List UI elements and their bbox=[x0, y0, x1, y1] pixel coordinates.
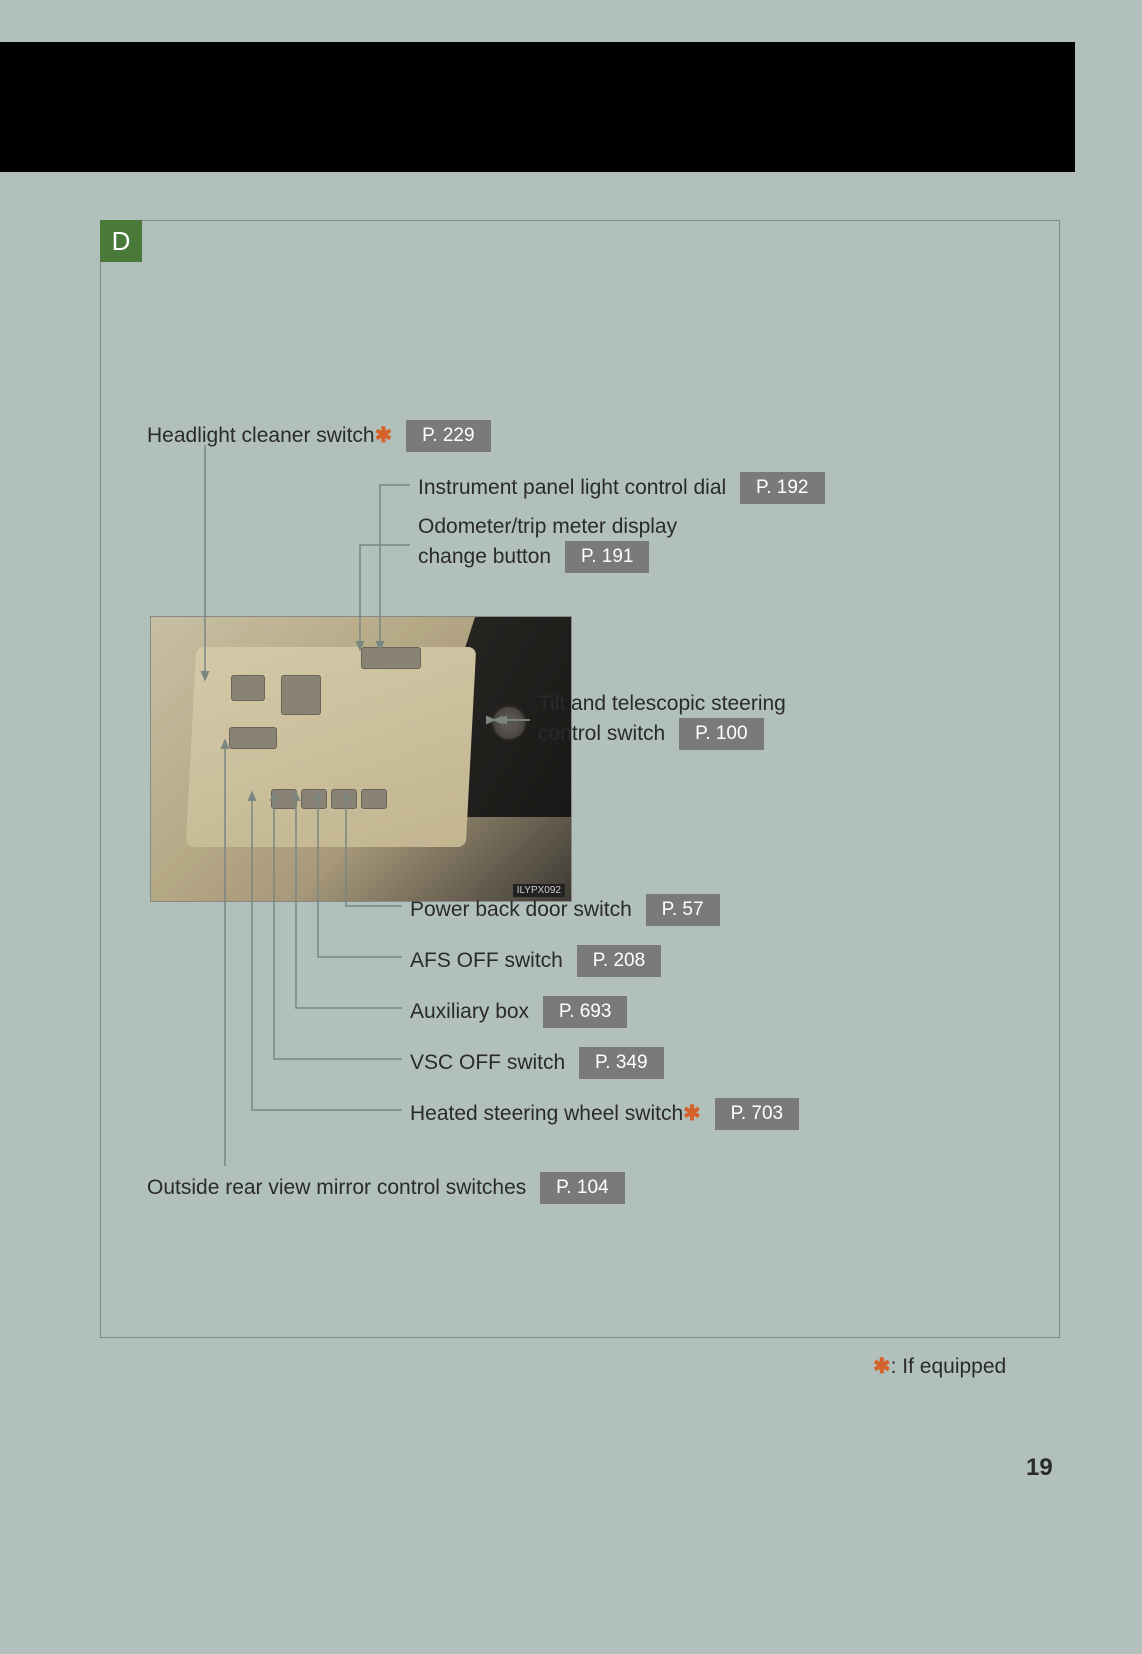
callout-aux: Auxiliary box P. 693 bbox=[410, 996, 627, 1028]
page-ref: P. 693 bbox=[543, 996, 627, 1028]
page-ref: P. 104 bbox=[540, 1172, 624, 1204]
callout-powerback: Power back door switch P. 57 bbox=[410, 894, 720, 926]
callout-headlight: Headlight cleaner switch✱ P. 229 bbox=[147, 420, 491, 452]
callout-label-l1: Tilt and telescopic steering bbox=[538, 692, 786, 715]
page-ref: P. 57 bbox=[646, 894, 720, 926]
footnote-text: : If equipped bbox=[891, 1355, 1007, 1378]
callout-label: Auxiliary box bbox=[410, 1000, 529, 1023]
page-ref: P. 703 bbox=[715, 1098, 799, 1130]
footnote: ✱: If equipped bbox=[873, 1354, 1006, 1379]
callout-label: Headlight cleaner switch bbox=[147, 424, 375, 447]
page-ref: P. 349 bbox=[579, 1047, 663, 1079]
asterisk-icon: ✱ bbox=[375, 424, 393, 447]
diagram-area: ILYPX092 Headlight cleaner s bbox=[100, 220, 1060, 1338]
callout-tilt: Tilt and telescopic steering control swi… bbox=[538, 690, 786, 750]
callout-label: Power back door switch bbox=[410, 898, 632, 921]
callout-odometer: Odometer/trip meter display change butto… bbox=[418, 513, 677, 573]
page-ref: P. 100 bbox=[679, 718, 763, 750]
callout-mirror: Outside rear view mirror control switche… bbox=[147, 1172, 625, 1204]
callout-label: Heated steering wheel switch bbox=[410, 1102, 683, 1125]
callout-label-l1: Odometer/trip meter display bbox=[418, 515, 677, 538]
callout-heated: Heated steering wheel switch✱ P. 703 bbox=[410, 1098, 799, 1130]
callout-vsc: VSC OFF switch P. 349 bbox=[410, 1047, 664, 1079]
callout-label: Outside rear view mirror control switche… bbox=[147, 1176, 526, 1199]
page-ref: P. 229 bbox=[406, 420, 490, 452]
page-ref: P. 192 bbox=[740, 472, 824, 504]
page-number: 19 bbox=[1026, 1454, 1053, 1482]
page-ref: P. 208 bbox=[577, 945, 661, 977]
callout-label: AFS OFF switch bbox=[410, 949, 563, 972]
asterisk-icon: ✱ bbox=[683, 1102, 701, 1125]
page-ref: P. 191 bbox=[565, 541, 649, 573]
callout-label-l2: control switch bbox=[538, 722, 665, 745]
callout-label: VSC OFF switch bbox=[410, 1051, 565, 1074]
callout-label: Instrument panel light control dial bbox=[418, 476, 726, 499]
callout-label-l2: change button bbox=[418, 545, 551, 568]
callout-afs: AFS OFF switch P. 208 bbox=[410, 945, 661, 977]
callout-instrument: Instrument panel light control dial P. 1… bbox=[418, 472, 825, 504]
header-bar bbox=[0, 42, 1075, 172]
asterisk-icon: ✱ bbox=[873, 1355, 891, 1378]
dashboard-photo: ILYPX092 bbox=[150, 616, 572, 902]
